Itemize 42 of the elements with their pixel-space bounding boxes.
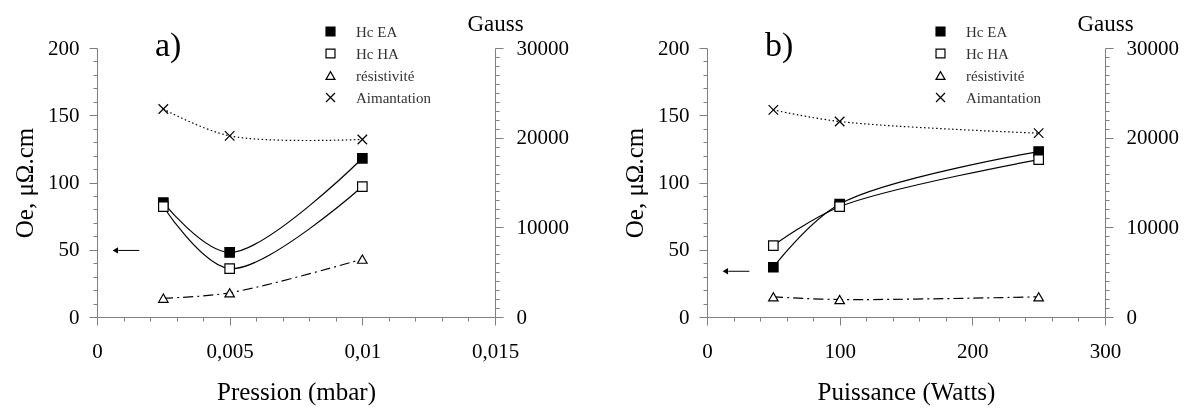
y-axis-title: Oe, μΩ.cm [11, 127, 38, 239]
x-tick-label: 300 [1089, 338, 1122, 363]
y2-tick-label: 20000 [516, 125, 569, 150]
chart-title: b) [765, 26, 794, 64]
y2-tick-label: 0 [516, 304, 527, 329]
y-axis-title: Oe, μΩ.cm [621, 127, 648, 239]
x-tick-label: 100 [824, 338, 856, 363]
y-tick-label: 50 [668, 237, 690, 262]
legend-label: résistivité [356, 67, 415, 84]
legend-label: Aimantation [966, 89, 1042, 106]
legend-label: Hc HA [966, 45, 1010, 62]
y2-tick-label: 0 [1126, 304, 1137, 329]
y-tick-label: 200 [48, 35, 80, 60]
legend-label: Hc EA [966, 23, 1008, 40]
legend-label: résistivité [966, 67, 1025, 84]
y2-tick-label: 30000 [1126, 35, 1179, 60]
x-tick-label: 0,005 [206, 338, 254, 363]
y2-tick-label: 30000 [516, 35, 569, 60]
y-tick-label: 100 [48, 170, 80, 194]
y-tick-label: 50 [58, 237, 80, 262]
y2-tick-label: 10000 [516, 214, 569, 239]
x-axis-title: Pression (mbar) [217, 377, 376, 406]
y-tick-label: 0 [679, 304, 690, 329]
y-tick-label: 100 [658, 170, 690, 194]
y-tick-label: 150 [48, 102, 80, 127]
legend-label: Aimantation [356, 89, 432, 106]
x-tick-label: 0,01 [344, 338, 382, 363]
x-tick-label: 0 [92, 338, 103, 363]
x-tick-label: 0,015 [471, 338, 520, 363]
legend-label: Hc HA [356, 45, 400, 62]
x-tick-label: 200 [957, 338, 989, 363]
y2-axis-title: Gauss [1077, 10, 1134, 36]
y2-tick-label: 20000 [1126, 125, 1179, 150]
y2-tick-label: 10000 [1126, 214, 1179, 239]
x-axis-title: Puissance (Watts) [817, 377, 996, 406]
y2-axis-title: Gauss [467, 10, 524, 36]
y-tick-label: 200 [658, 35, 690, 60]
x-tick-label: 0 [702, 338, 713, 363]
y-tick-label: 150 [658, 102, 690, 127]
legend-label: Hc EA [356, 23, 398, 40]
y-tick-label: 0 [69, 304, 80, 329]
chart-title: a) [155, 26, 182, 64]
